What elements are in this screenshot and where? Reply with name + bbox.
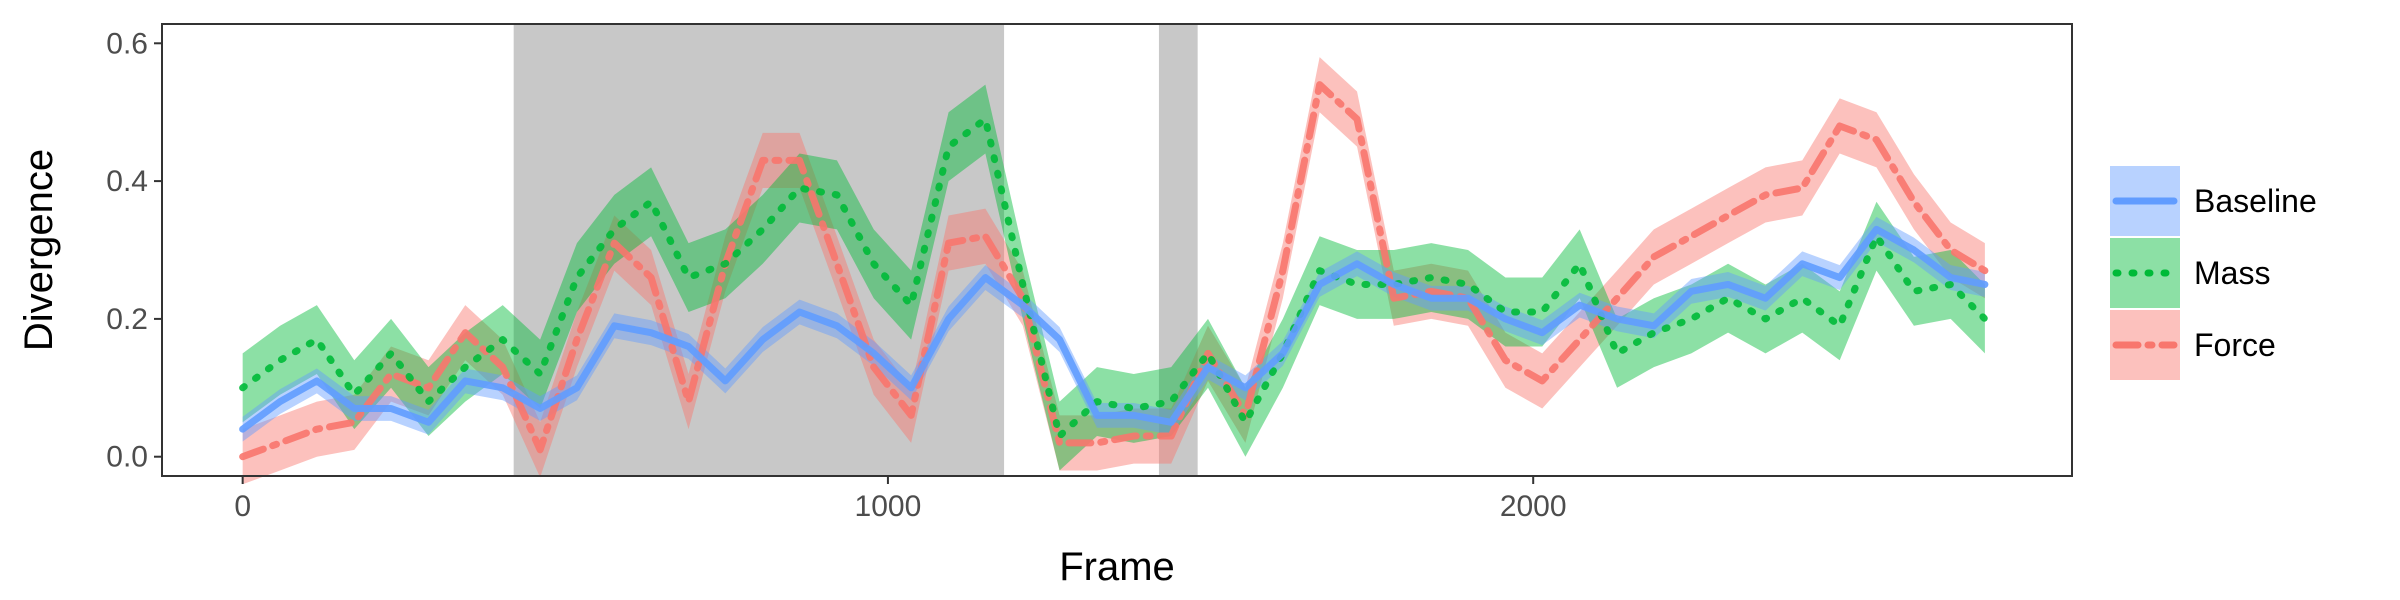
mass-legend-label: Mass bbox=[2194, 255, 2270, 291]
y-axis-ticks: 0.0 0.2 0.4 0.6 bbox=[106, 27, 162, 474]
force-legend-label: Force bbox=[2194, 327, 2276, 363]
y-tick-label: 0.0 bbox=[106, 441, 148, 474]
baseline-line bbox=[239, 225, 1989, 433]
x-axis-ticks: 0 1000 2000 bbox=[234, 476, 1567, 523]
mass-confidence-band bbox=[242, 84, 1985, 471]
shaded-region-2 bbox=[1158, 24, 1198, 476]
x-axis-title: Frame bbox=[1059, 545, 1175, 589]
y-tick-label: 0.2 bbox=[106, 303, 148, 336]
baseline-legend-label: Baseline bbox=[2194, 183, 2317, 219]
y-tick-label: 0.6 bbox=[106, 27, 148, 60]
y-axis-title: Divergence bbox=[17, 149, 61, 351]
force-line bbox=[239, 81, 1989, 461]
x-tick-label: 1000 bbox=[855, 490, 922, 523]
x-tick-label: 0 bbox=[234, 490, 251, 523]
mass-line bbox=[239, 115, 1989, 440]
series-lines bbox=[239, 81, 1989, 461]
x-tick-label: 2000 bbox=[1500, 490, 1567, 523]
plot-border bbox=[161, 23, 2073, 477]
legend: Baseline Mass Force bbox=[2110, 166, 2317, 380]
y-tick-label: 0.4 bbox=[106, 165, 148, 198]
